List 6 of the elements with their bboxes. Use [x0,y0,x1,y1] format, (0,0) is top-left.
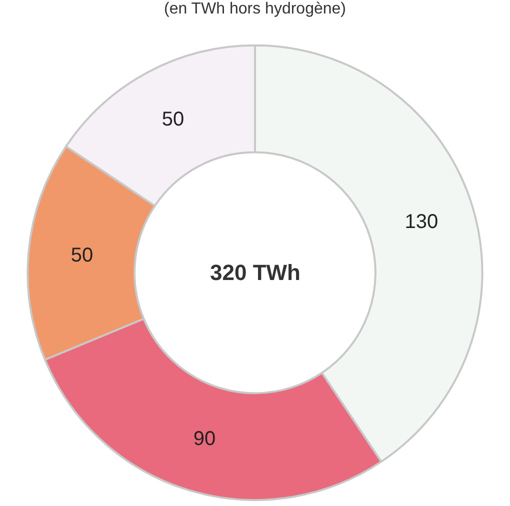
data-label: 50 [162,108,184,130]
data-label: 50 [70,244,94,267]
data-label: 130 [404,211,438,234]
text: 320 TWh [210,260,300,285]
data-label: 90 [193,428,216,450]
chart-title: (en TWh hors hydrogène) [164,0,346,18]
